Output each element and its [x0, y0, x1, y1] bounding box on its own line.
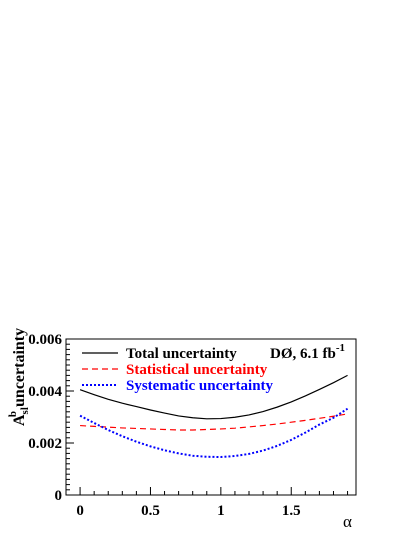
y-axis-label-main: A: [11, 414, 28, 426]
annotation-main: DØ, 6.1 fb: [270, 346, 336, 362]
series-lines: [79, 374, 349, 459]
series-line-3: [79, 407, 349, 459]
x-ticks: 0 0.5 1 1.5: [76, 487, 349, 519]
x-tick-label: 1: [217, 503, 225, 519]
x-axis-label: α: [343, 512, 352, 531]
y-axis-label-rest: uncertainty: [11, 328, 28, 411]
experiment-annotation: DØ, 6.1 fb-1: [270, 342, 345, 362]
annotation-superscript: -1: [336, 342, 345, 354]
y-tick-label: 0: [55, 488, 63, 504]
y-tick-label: 0.002: [28, 436, 62, 452]
y-axis-label-superscript: b: [7, 411, 19, 417]
x-tick-label: 0.5: [141, 503, 160, 519]
y-axis-label-subscript: sl: [19, 407, 31, 414]
x-tick-label: 0: [76, 503, 84, 519]
y-tick-label: 0.006: [28, 332, 62, 348]
series-line-1: [79, 374, 348, 420]
x-tick-label: 1.5: [282, 503, 301, 519]
series-line-2: [80, 413, 348, 431]
y-tick-label: 0.004: [28, 384, 62, 400]
y-axis-label: Aslb uncertainty: [7, 328, 31, 426]
y-ticks: 0 0.002 0.004 0.006: [28, 332, 74, 504]
legend-label: Systematic uncertainty: [126, 378, 274, 394]
legend-label: Total uncertainty: [126, 346, 237, 362]
legend-label: Statistical uncertainty: [126, 362, 268, 378]
